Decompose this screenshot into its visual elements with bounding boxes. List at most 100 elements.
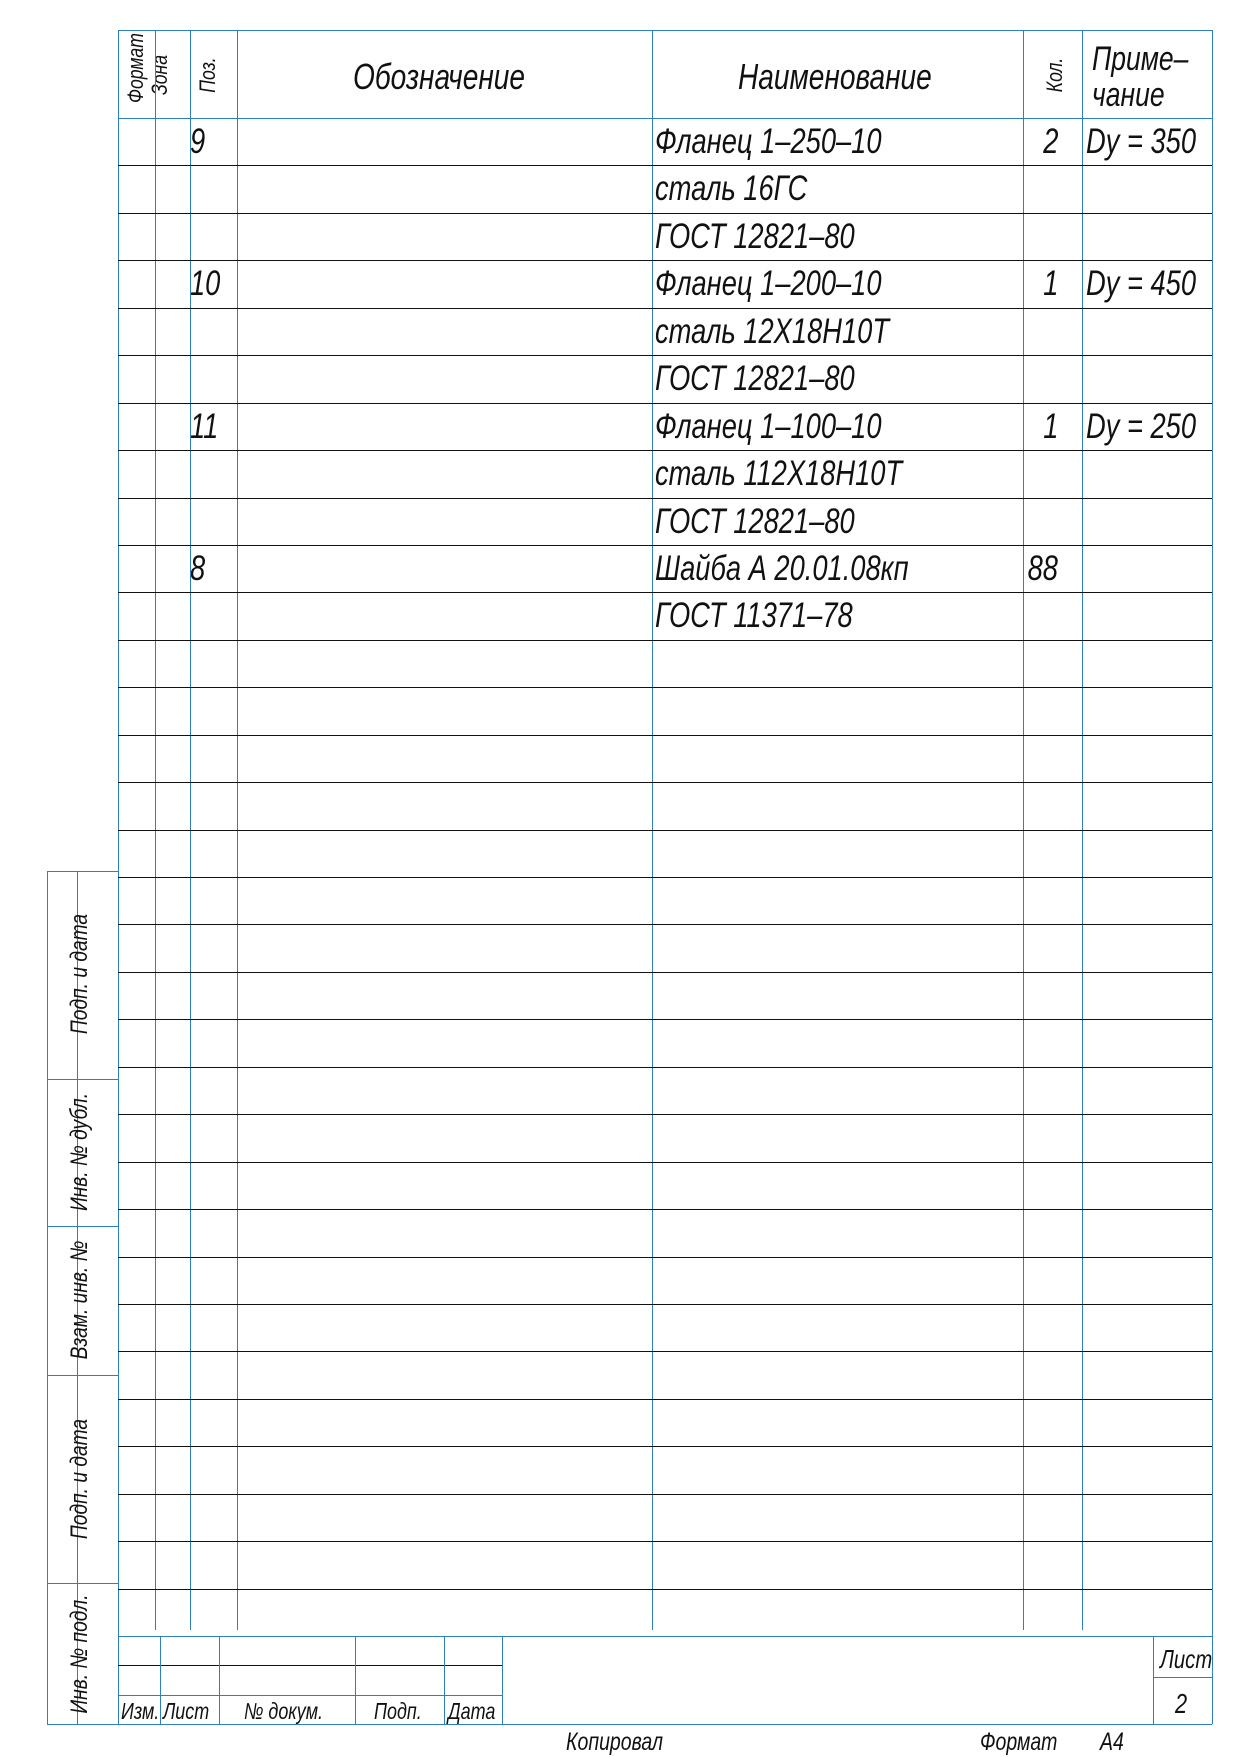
side-stamp-rule — [47, 1226, 118, 1227]
cell-name-text: Фланец 1–100–10 — [655, 406, 882, 446]
row-rule — [118, 497, 1212, 499]
footer-copied: Копировал — [566, 1728, 663, 1756]
cell-qty — [998, 165, 1058, 212]
side-stamp-left — [47, 871, 48, 1724]
row-rule — [118, 544, 1212, 546]
cell-note: Dy = 250 — [1086, 403, 1227, 450]
cell-name-text: сталь 12Х18Н10Т — [655, 311, 889, 351]
row-rule — [118, 307, 1212, 309]
row-rule — [118, 971, 1212, 973]
cell-note-text: Dy = 350 — [1086, 122, 1197, 161]
cell-qty — [998, 355, 1058, 402]
cell-qty — [998, 213, 1058, 260]
cell-qty: 88 — [998, 545, 1058, 592]
cell-name-text: сталь 16ГС — [655, 169, 808, 209]
tb-change: Изм. — [121, 1698, 160, 1724]
tb-sheet: Лист — [163, 1698, 210, 1724]
cell-name: Фланец 1–100–10 — [655, 403, 945, 450]
table-row: ГОСТ 12821–80 — [118, 498, 1212, 545]
tb-date: Дата — [448, 1698, 496, 1724]
row-rule — [118, 1541, 1212, 1543]
footer-format-value: A4 — [1100, 1728, 1124, 1756]
title-block-rule — [118, 1665, 502, 1666]
header-bottom — [118, 118, 1212, 119]
cell-pos: 10 — [190, 260, 229, 307]
cell-qty — [998, 450, 1058, 497]
frame-top — [118, 30, 1212, 31]
side-inv-dup: Инв. № дубл. — [66, 1092, 93, 1212]
table-row: 8 Шайба А 20.01.08кп 88 — [118, 545, 1212, 592]
row-rule — [118, 1114, 1212, 1116]
row-rule — [118, 1304, 1212, 1305]
cell-qty — [998, 498, 1058, 545]
cell-qty-text: 88 — [1027, 548, 1058, 588]
cell-name-text: Фланец 1–250–10 — [655, 122, 882, 161]
header-pos: Поз. — [195, 57, 220, 93]
cell-name-text: ГОСТ 12821–80 — [655, 501, 855, 541]
table-row: сталь 16ГС — [118, 165, 1212, 212]
cell-qty-text: 1 — [1042, 264, 1058, 304]
row-rule — [118, 450, 1212, 452]
row-rule — [118, 1398, 1212, 1400]
cell-pos-text: 11 — [190, 406, 219, 446]
row-rule — [118, 1019, 1212, 1021]
side-stamp-rule — [47, 1583, 118, 1584]
header-format: Формат — [123, 33, 148, 103]
row-rule — [118, 1588, 1212, 1590]
side-stamp-inner — [77, 871, 78, 1724]
header-qty: Кол. — [1042, 57, 1067, 93]
header-note-1: Приме– — [1092, 40, 1189, 78]
side-stamp-rule — [47, 1079, 118, 1080]
cell-name: Фланец 1–200–10 — [655, 260, 945, 307]
side-sign-date-2: Подп. и дата — [66, 1418, 93, 1540]
title-block-divider — [160, 1636, 161, 1724]
cell-name-text: ГОСТ 11371–78 — [655, 596, 853, 636]
row-rule — [118, 639, 1212, 641]
cell-pos: 9 — [190, 118, 209, 165]
cell-note: Dy = 350 — [1086, 118, 1227, 165]
cell-qty-text: 1 — [1042, 406, 1058, 446]
cell-name: сталь 12Х18Н10Т — [655, 308, 955, 355]
side-inv-orig: Инв. № подл. — [66, 1594, 93, 1714]
row-rule — [118, 1351, 1212, 1353]
row-rule — [118, 592, 1212, 594]
row-rule — [118, 355, 1212, 357]
cell-name: ГОСТ 12821–80 — [655, 355, 911, 402]
cell-name-text: Фланец 1–200–10 — [655, 264, 882, 304]
title-block-divider — [444, 1636, 445, 1724]
cell-qty — [998, 592, 1058, 639]
cell-qty: 1 — [998, 260, 1058, 307]
cell-note-text: Dy = 450 — [1086, 264, 1197, 304]
table-row: 9 Фланец 1–250–10 2 Dy = 350 — [118, 118, 1212, 165]
header-designation: Обозначение — [353, 56, 526, 97]
table-row: ГОСТ 11371–78 — [118, 592, 1212, 639]
cell-name-text: ГОСТ 12821–80 — [655, 216, 855, 256]
frame-bottom — [47, 1724, 1212, 1725]
title-block-divider — [1153, 1636, 1154, 1724]
table-row: ГОСТ 12821–80 — [118, 355, 1212, 402]
tb-doc-no: № докум. — [244, 1698, 324, 1724]
sheet-cell-divider — [1153, 1677, 1212, 1678]
side-stamp-rule — [47, 1375, 118, 1376]
row-rule — [118, 829, 1212, 831]
row-rule — [118, 924, 1212, 926]
title-block-divider — [219, 1636, 220, 1724]
tb-sheet-number: 2 — [1175, 1688, 1188, 1719]
table-row: сталь 12Х18Н10Т — [118, 308, 1212, 355]
side-sign-date-1: Подп. и дата — [66, 913, 93, 1035]
cell-name-text: Шайба А 20.01.08кп — [655, 548, 909, 588]
frame-right — [1212, 30, 1213, 1724]
header-note-2: чание — [1092, 76, 1165, 114]
table-row: сталь 112Х18Н10Т — [118, 450, 1212, 497]
cell-name: ГОСТ 12821–80 — [655, 498, 911, 545]
cell-pos: 11 — [190, 403, 226, 450]
row-rule — [118, 1161, 1212, 1163]
title-block-top — [118, 1636, 1212, 1637]
row-rule — [118, 1446, 1212, 1448]
cell-qty-text: 2 — [1042, 122, 1058, 161]
table-row: 10 Фланец 1–200–10 1 Dy = 450 — [118, 260, 1212, 307]
cell-name: ГОСТ 12821–80 — [655, 213, 911, 260]
header-name: Наименование — [738, 56, 932, 97]
row-rule — [118, 212, 1212, 214]
row-rule — [118, 1256, 1212, 1258]
